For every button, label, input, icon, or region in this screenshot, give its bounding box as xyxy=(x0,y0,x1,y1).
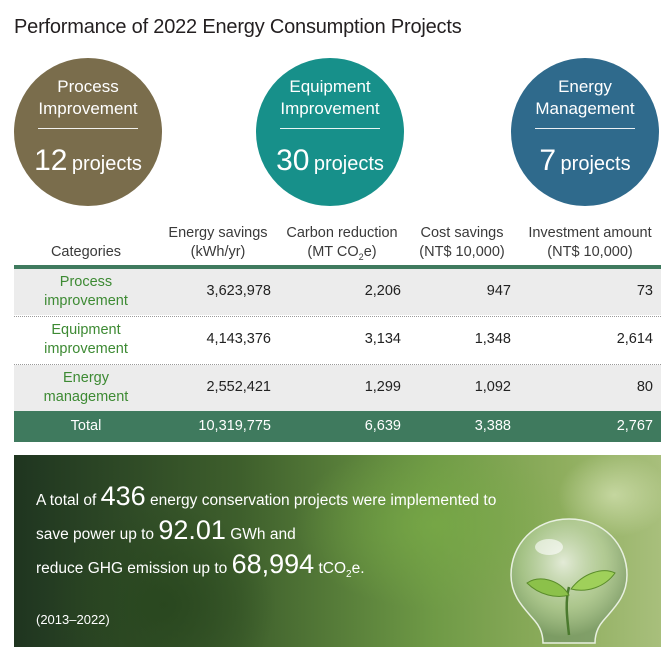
circle-label: Equipment Improvement xyxy=(280,77,380,118)
cost-savings-cell: 947 xyxy=(486,283,511,299)
energy-savings-cell: 2,552,421 xyxy=(206,379,271,395)
header-carbon-reduction: Carbon reduction (MT CO2e) xyxy=(286,225,398,262)
total-cost-savings: 3,388 xyxy=(474,418,511,434)
table-row: Energy management 2,552,421 1,299 1,092 8… xyxy=(14,365,661,411)
circle-divider xyxy=(280,128,380,129)
total-energy-savings: 10,319,775 xyxy=(198,418,271,434)
summary-banner: A total of 436 energy conservation proje… xyxy=(14,455,661,647)
row-divider xyxy=(14,316,661,317)
circle-divider xyxy=(38,128,138,129)
total-carbon-reduction: 6,639 xyxy=(364,418,401,434)
energy-savings-cell: 3,623,978 xyxy=(206,283,271,299)
circle-count: 12 projects xyxy=(34,144,142,177)
banner-line-power: save power up to 92.01 GWh and xyxy=(36,515,296,545)
row-category: Energy management xyxy=(43,370,129,405)
header-investment-amount: Investment amount (NT$ 10,000) xyxy=(528,225,652,260)
carbon-reduction-cell: 1,299 xyxy=(364,379,401,395)
banner-line-ghg: reduce GHG emission up to 68,994 tCO2e. xyxy=(36,549,365,581)
table-row: Process improvement 3,623,978 2,206 947 7… xyxy=(14,269,661,315)
equipment-improvement-circle: Equipment Improvement 30 projects xyxy=(256,58,404,206)
investment-amount-cell: 73 xyxy=(636,283,653,299)
table-total-row: Total 10,319,775 6,639 3,388 2,767 xyxy=(14,411,661,442)
circle-count: 7 projects xyxy=(539,144,631,177)
total-investment-amount: 2,767 xyxy=(616,418,653,434)
header-energy-savings: Energy savings (kWh/yr) xyxy=(168,225,268,260)
circle-label: Energy Management xyxy=(535,77,635,118)
banner-date-range: (2013–2022) xyxy=(36,612,110,627)
process-improvement-circle: Process Improvement 12 projects xyxy=(14,58,162,206)
investment-amount-cell: 2,614 xyxy=(616,331,653,347)
cost-savings-cell: 1,348 xyxy=(474,331,511,347)
carbon-reduction-cell: 2,206 xyxy=(364,283,401,299)
investment-amount-cell: 80 xyxy=(636,379,653,395)
row-divider xyxy=(14,364,661,365)
energy-savings-cell: 4,143,376 xyxy=(206,331,271,347)
circle-label: Process Improvement xyxy=(38,77,138,118)
circle-divider xyxy=(535,128,635,129)
header-cost-savings: Cost savings (NT$ 10,000) xyxy=(419,225,505,260)
circle-count: 30 projects xyxy=(276,144,384,177)
cost-savings-cell: 1,092 xyxy=(474,379,511,395)
header-categories: Categories xyxy=(50,244,122,260)
lightbulb-icon xyxy=(510,518,628,644)
row-category: Equipment improvement xyxy=(44,322,128,357)
carbon-reduction-cell: 3,134 xyxy=(364,331,401,347)
table-row: Equipment improvement 4,143,376 3,134 1,3… xyxy=(14,317,661,363)
row-category: Process improvement xyxy=(44,274,128,309)
banner-line-projects: A total of 436 energy conservation proje… xyxy=(36,481,497,511)
energy-management-circle: Energy Management 7 projects xyxy=(511,58,659,206)
page-title: Performance of 2022 Energy Consumption P… xyxy=(14,16,462,38)
total-label: Total xyxy=(70,418,102,434)
table-header-bar xyxy=(14,265,661,269)
